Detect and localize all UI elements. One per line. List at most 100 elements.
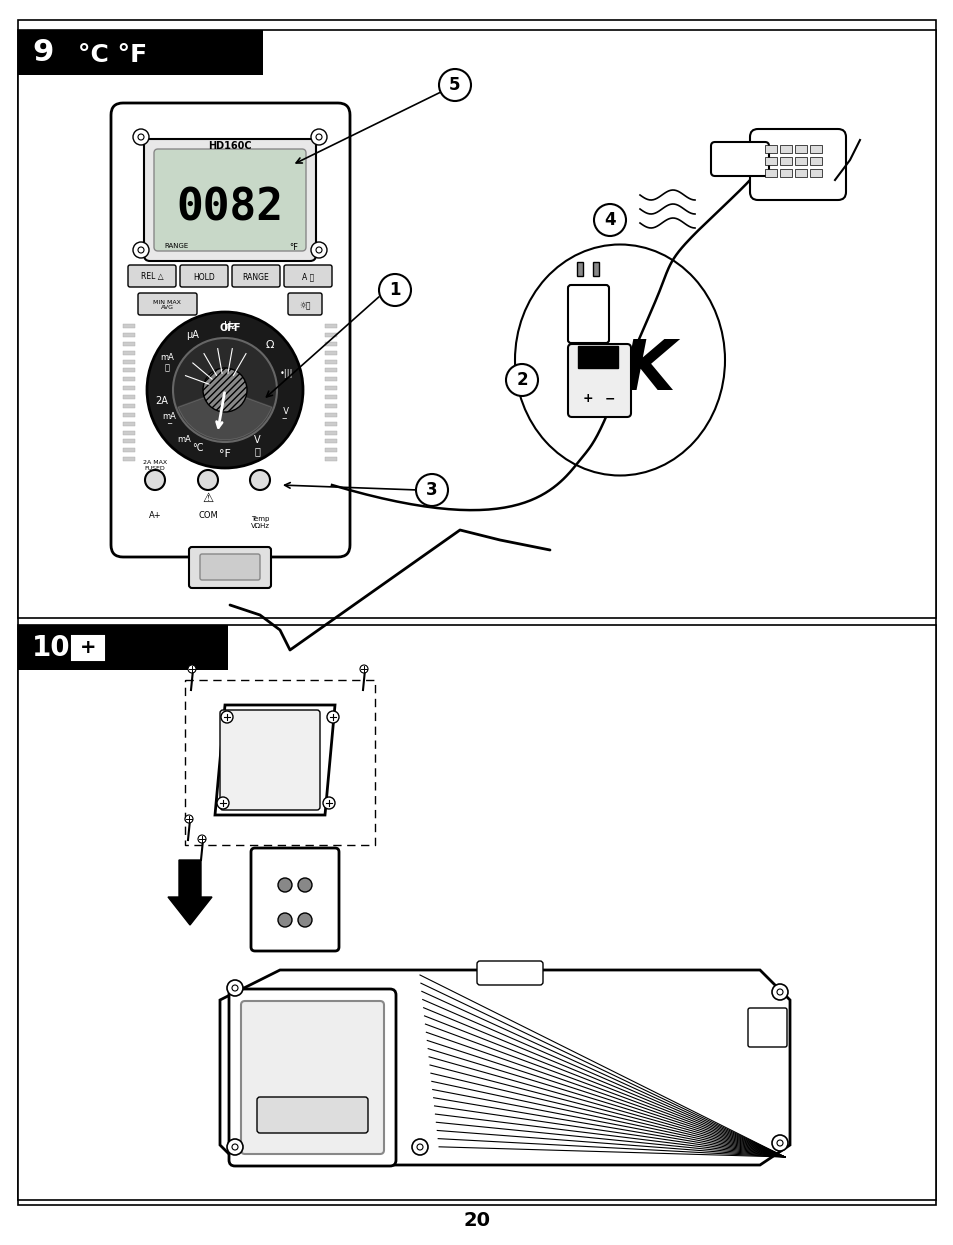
Bar [325,413,336,417]
Bar [325,457,336,461]
Circle shape [232,1144,237,1150]
Bar [794,144,806,153]
Circle shape [147,312,303,468]
Circle shape [145,471,165,491]
Bar [764,157,776,166]
Circle shape [297,878,312,891]
Bar [325,369,336,372]
Bar [123,341,135,346]
Bar [325,351,336,355]
Bar [18,30,935,618]
Circle shape [771,1135,787,1150]
Circle shape [311,242,327,258]
Bar [780,169,791,177]
Bar [18,625,935,1200]
Circle shape [776,989,782,995]
Text: A ～: A ～ [301,273,314,281]
Circle shape [138,134,144,139]
Circle shape [277,913,292,928]
Circle shape [776,1140,782,1145]
Circle shape [412,1139,428,1155]
Text: HOLD: HOLD [193,273,214,281]
FancyBboxPatch shape [567,344,630,417]
Text: A+: A+ [149,510,161,519]
Text: +: + [582,392,593,406]
Text: 2A MAX
FUSED: 2A MAX FUSED [143,459,167,471]
Text: HD160C: HD160C [208,141,252,151]
Text: 4: 4 [603,210,616,229]
Text: 0082: 0082 [176,187,283,229]
Bar [325,332,336,337]
Text: RANGE: RANGE [242,273,269,281]
Polygon shape [800,137,837,192]
Bar [325,422,336,426]
Text: 3: 3 [426,481,437,499]
FancyArrow shape [168,860,212,925]
Text: 20: 20 [463,1210,490,1230]
FancyBboxPatch shape [180,265,228,288]
Bar [123,332,135,337]
Circle shape [315,247,322,253]
Bar [794,157,806,166]
Bar [325,439,336,443]
Text: MIN MAX
AVG: MIN MAX AVG [152,300,181,310]
Circle shape [216,797,229,809]
FancyBboxPatch shape [476,961,542,985]
Text: 1: 1 [389,281,400,299]
FancyBboxPatch shape [220,710,319,810]
Circle shape [250,471,270,491]
FancyBboxPatch shape [251,848,338,951]
Bar [123,448,135,452]
Circle shape [378,274,411,306]
FancyBboxPatch shape [111,103,350,557]
FancyBboxPatch shape [749,129,845,200]
Text: RANGE: RANGE [164,243,188,249]
Circle shape [172,337,276,442]
Bar [325,377,336,381]
Circle shape [505,364,537,396]
Bar [71,635,104,660]
Circle shape [771,984,787,1000]
Wedge shape [178,390,272,439]
Circle shape [132,129,149,144]
Bar [123,413,135,417]
Bar [123,395,135,398]
Circle shape [198,835,206,843]
Text: 9: 9 [32,39,53,67]
Polygon shape [214,705,335,815]
Circle shape [221,711,233,723]
Circle shape [416,474,448,505]
FancyBboxPatch shape [288,293,322,315]
Bar [123,324,135,327]
Circle shape [327,711,338,723]
Circle shape [185,815,193,823]
Bar [123,403,135,408]
Bar [325,360,336,364]
FancyBboxPatch shape [567,285,608,344]
Bar [123,439,135,443]
FancyBboxPatch shape [189,547,271,588]
Bar [809,169,821,177]
Text: mA: mA [176,435,191,443]
Text: COM: COM [198,510,217,519]
Circle shape [359,665,368,674]
FancyBboxPatch shape [747,1008,786,1047]
Bar [578,346,618,369]
FancyBboxPatch shape [138,293,196,315]
Circle shape [416,1144,422,1150]
Text: °F: °F [219,449,231,459]
Circle shape [132,242,149,258]
Bar [325,386,336,390]
Text: 10: 10 [32,634,71,661]
Text: mA
～: mA ～ [160,354,173,372]
Bar [123,377,135,381]
FancyBboxPatch shape [256,1097,368,1133]
FancyBboxPatch shape [284,265,332,288]
FancyBboxPatch shape [200,554,260,580]
Bar [809,144,821,153]
FancyBboxPatch shape [710,142,768,176]
Ellipse shape [515,244,724,476]
Text: V
 ‾: V ‾ [277,407,288,427]
Bar [18,30,263,75]
Circle shape [311,129,327,144]
